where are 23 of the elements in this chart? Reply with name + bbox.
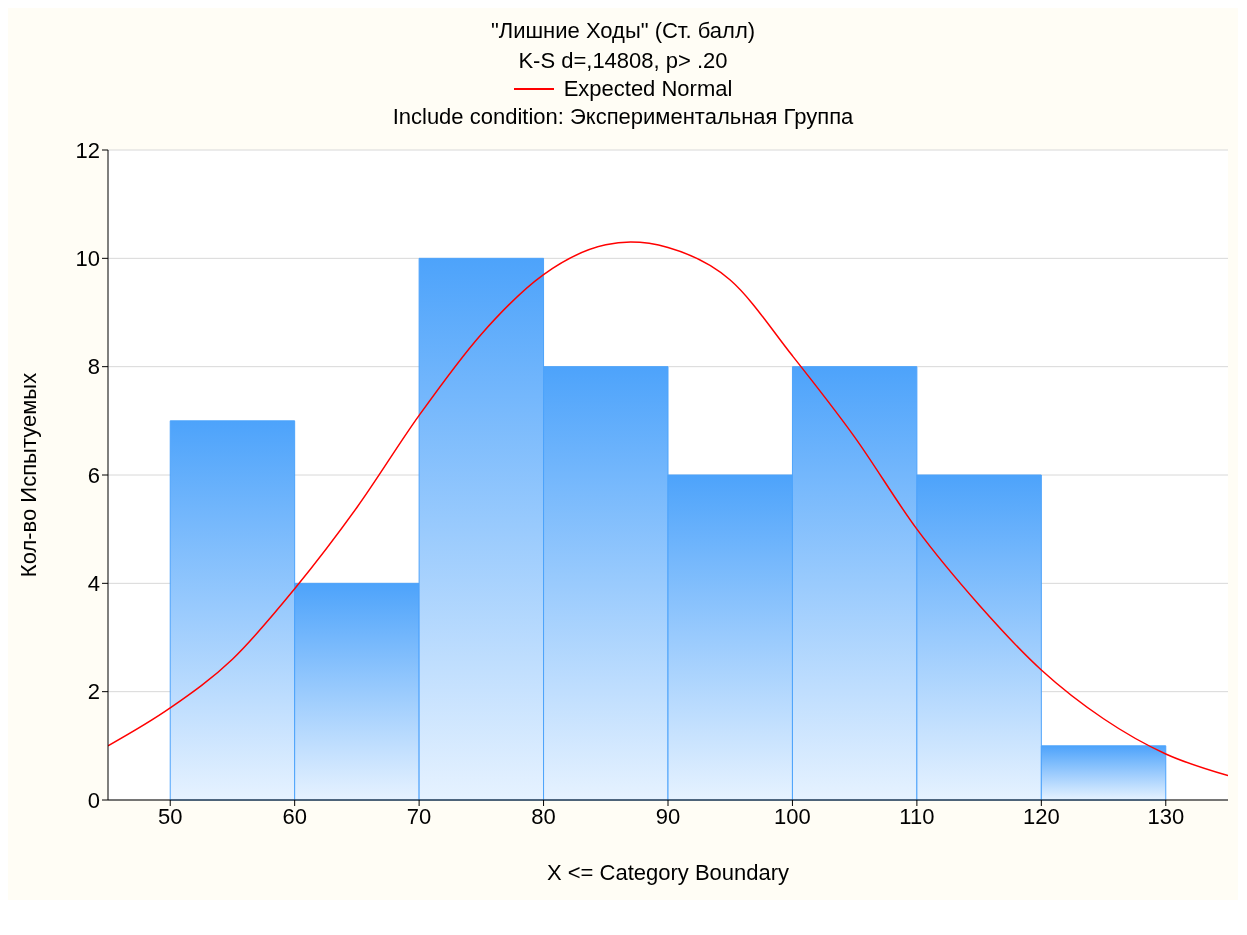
x-axis-title: X <= Category Boundary: [546, 860, 790, 885]
y-tick-label: 6: [87, 462, 100, 488]
y-tick-label: 2: [87, 679, 100, 705]
x-tick-label: 60: [282, 803, 307, 829]
x-tick-label: 70: [406, 803, 432, 829]
y-tick-label: 10: [75, 246, 100, 272]
x-tick-label: 100: [774, 803, 811, 829]
x-tick-label: 120: [1022, 803, 1060, 829]
chart-subtitle: K-S d=,14808, p> .20: [517, 48, 729, 74]
y-tick-label: 4: [87, 571, 100, 597]
chart-title: "Лишние Ходы" (Ст. балл): [489, 17, 757, 44]
legend-label: Expected Normal: [563, 76, 733, 102]
y-tick-label: 0: [87, 787, 100, 813]
x-tick-label: 50: [157, 803, 183, 829]
y-axis-title: Кол-во Испытуемых: [15, 372, 41, 578]
x-tick-label: 130: [1147, 803, 1185, 829]
x-tick-label: 90: [655, 803, 681, 829]
text: Include condition: Экспериментальная Группа: [391, 104, 855, 130]
x-tick-label: 110: [899, 803, 935, 829]
x-tick-label: 80: [531, 803, 556, 829]
line-series: [108, 241, 1228, 777]
y-tick-label: 12: [75, 137, 100, 163]
y-tick-label: 8: [87, 354, 100, 380]
